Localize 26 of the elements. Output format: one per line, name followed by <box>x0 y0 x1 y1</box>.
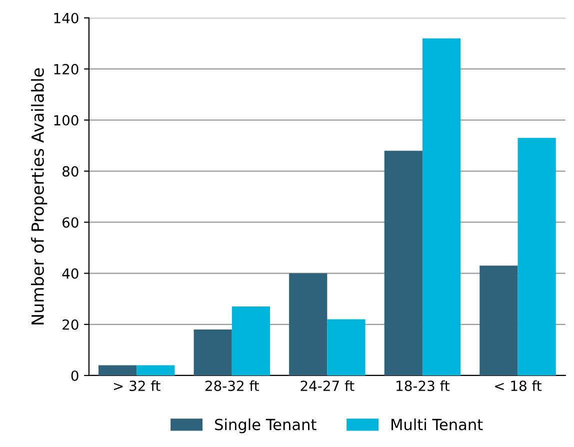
x-tick-label: 18-23 ft <box>396 380 450 392</box>
bar <box>518 138 556 376</box>
legend-label: Single Tenant <box>215 418 316 434</box>
x-tick-label: < 18 ft <box>495 380 542 392</box>
x-tick-label: > 32 ft <box>114 380 160 392</box>
y-axis-title: Number of Properties Available <box>31 68 48 324</box>
y-tick-label: 20 <box>62 319 78 330</box>
y-tick-label: 40 <box>62 268 78 279</box>
y-tick-label: 60 <box>62 217 78 228</box>
legend-label: Multi Tenant <box>392 418 483 430</box>
y-tick-label: 120 <box>54 64 78 74</box>
bar <box>98 365 137 376</box>
y-tick-label: 140 <box>54 12 78 24</box>
y-tick-label: 100 <box>54 115 78 126</box>
bar <box>327 319 366 376</box>
bar <box>480 266 518 376</box>
bar <box>194 330 232 376</box>
bar <box>422 38 461 376</box>
bar <box>384 150 422 376</box>
y-tick-label: 80 <box>62 166 78 177</box>
x-tick-label: 24-27 ft <box>300 380 354 391</box>
x-tick-label: 28-32 ft <box>205 380 259 392</box>
bar <box>289 273 328 376</box>
bar <box>232 306 270 376</box>
y-tick-label: 0 <box>71 370 78 381</box>
bar <box>136 365 175 376</box>
